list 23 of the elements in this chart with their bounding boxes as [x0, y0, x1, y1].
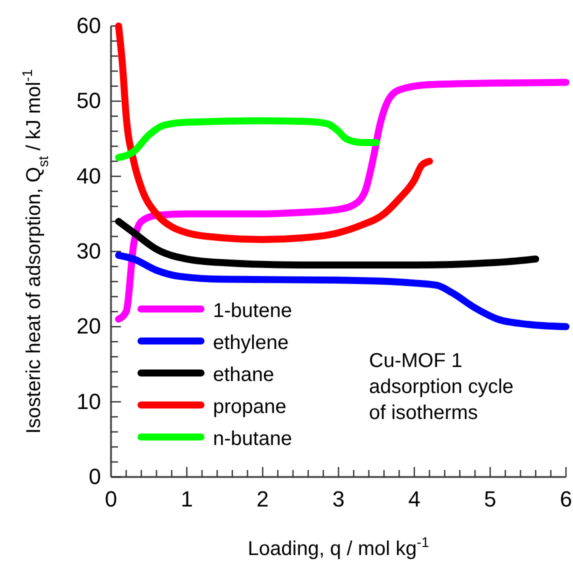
x-tick-label: 4	[408, 486, 420, 512]
legend-label: n-butane	[213, 428, 292, 450]
legend-label: propane	[213, 396, 286, 418]
y-tick-label: 10	[76, 388, 101, 414]
legend-label: ethylene	[213, 332, 289, 354]
legend-label: 1-butene	[213, 300, 292, 322]
x-axis-title: Loading, q / mol kg$^{-1}$	[248, 534, 430, 560]
x-tick-label: 1	[180, 486, 193, 512]
y-tick-label: 20	[76, 314, 101, 339]
legend-label: ethane	[213, 364, 274, 386]
annotation: adsorption cycle	[369, 376, 514, 398]
annotation: Cu-MOF 1	[369, 350, 462, 372]
y-tick-label: 60	[76, 13, 101, 38]
annotation: of isotherms	[369, 402, 478, 424]
x-tick-label: 6	[560, 486, 572, 512]
x-tick-label: 2	[256, 486, 269, 512]
y-tick-label: 0	[88, 464, 101, 490]
x-tick-label: 0	[104, 486, 118, 512]
y-tick-label: 50	[76, 88, 101, 114]
y-tick-label: 30	[76, 238, 101, 264]
y-tick-label: 40	[76, 163, 101, 188]
x-tick-label: 3	[332, 486, 345, 512]
x-tick-label: 5	[484, 486, 496, 512]
